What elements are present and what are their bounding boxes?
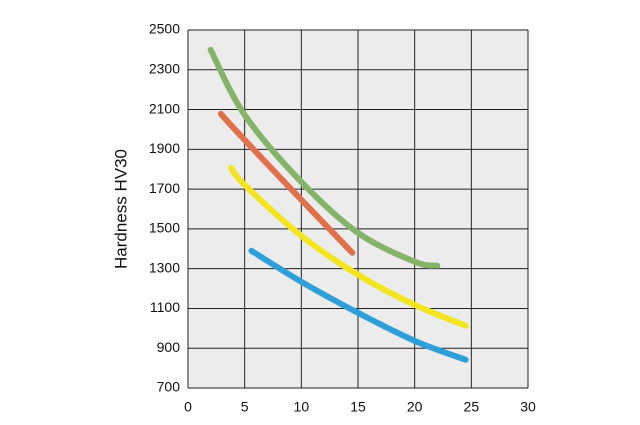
x-tick-label: 0 <box>184 399 192 415</box>
x-tick-label: 5 <box>241 399 249 415</box>
data-line <box>217 110 356 256</box>
x-tick-label: 15 <box>350 399 366 415</box>
y-tick-label: 1900 <box>149 140 180 156</box>
x-tick-label: 20 <box>407 399 423 415</box>
x-tick-label: 30 <box>520 399 536 415</box>
data-line <box>207 46 441 269</box>
x-tick-label: 10 <box>294 399 310 415</box>
data-line <box>248 247 469 363</box>
y-tick-label: 700 <box>157 379 181 395</box>
y-tick-label: 1300 <box>149 259 180 275</box>
y-axis-label: Hardness HV30 <box>111 149 130 269</box>
y-tick-label: 2100 <box>149 100 180 116</box>
y-tick-label: 2300 <box>149 60 180 76</box>
y-tick-label: 900 <box>157 339 181 355</box>
y-tick-label: 1500 <box>149 220 180 236</box>
x-tick-label: 25 <box>464 399 480 415</box>
y-tick-label: 1100 <box>150 299 180 315</box>
y-tick-label: 2500 <box>149 21 180 37</box>
data-line <box>228 165 469 329</box>
y-tick-label: 1700 <box>149 180 180 196</box>
